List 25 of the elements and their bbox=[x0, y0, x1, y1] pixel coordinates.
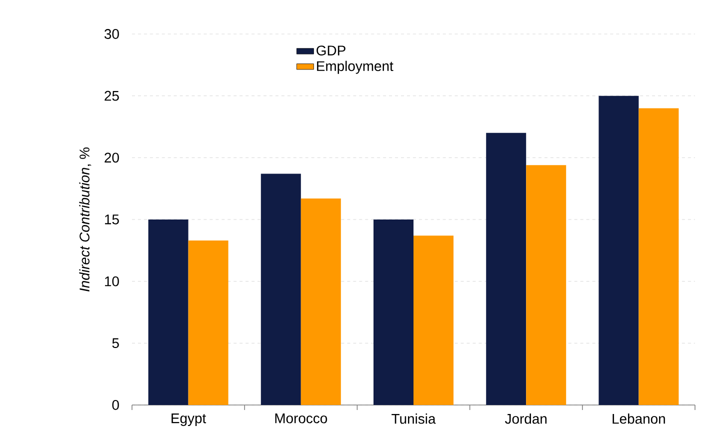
bar bbox=[486, 132, 526, 405]
y-tick-label: 15 bbox=[105, 214, 119, 224]
x-tick-label: Tunisia bbox=[392, 414, 436, 424]
x-tick-label: Egypt bbox=[172, 414, 206, 426]
bar bbox=[260, 174, 301, 405]
legend-label: GDP bbox=[316, 46, 346, 56]
bar bbox=[374, 219, 414, 405]
y-tick-label: 10 bbox=[105, 276, 119, 286]
bar bbox=[188, 240, 228, 405]
y-tick-label: 25 bbox=[104, 90, 119, 101]
x-tick-label: Jordan bbox=[505, 414, 547, 424]
bar bbox=[414, 236, 454, 405]
y-axis-title: Indirect Contribution, % bbox=[79, 148, 92, 292]
x-tick-label: Lebanon bbox=[612, 414, 665, 424]
bar bbox=[526, 165, 566, 405]
y-tick-label: 5 bbox=[112, 338, 119, 348]
y-tick-label: 20 bbox=[104, 152, 119, 163]
y-tick-label: 30 bbox=[104, 29, 119, 39]
bar bbox=[638, 108, 679, 405]
bar bbox=[598, 96, 639, 405]
y-tick-label: 0 bbox=[112, 400, 119, 410]
bar bbox=[300, 198, 341, 405]
legend-label: Employment bbox=[317, 60, 394, 74]
bar bbox=[148, 219, 188, 405]
x-tick-label: Morocco bbox=[275, 414, 328, 424]
